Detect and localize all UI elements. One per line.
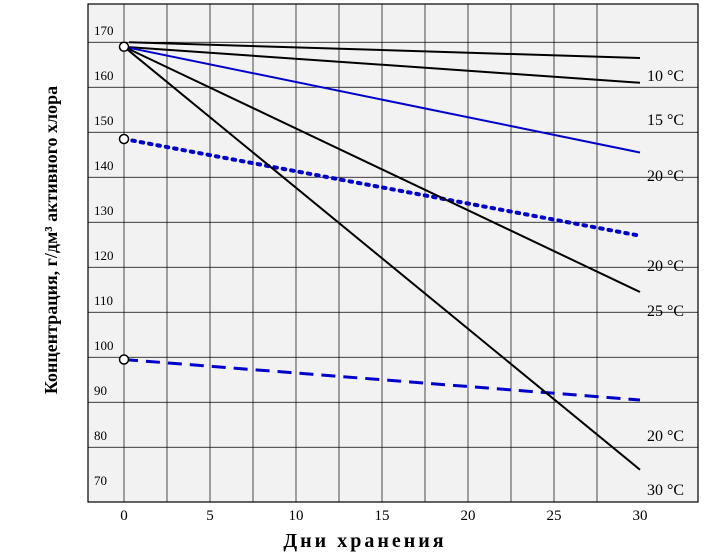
series-line-2 — [123, 45, 641, 84]
series-line-6 — [123, 358, 641, 402]
x-axis-title: Дни хранения — [283, 530, 446, 552]
start-point-marker — [118, 133, 130, 145]
x-tick-label: 5 — [206, 508, 214, 524]
x-tick-label: 20 — [461, 508, 476, 524]
y-tick-label: 130 — [94, 203, 114, 218]
y-tick-label: 120 — [94, 248, 114, 263]
plot-area — [87, 3, 699, 503]
series-line-1 — [129, 41, 641, 59]
series-line-7 — [123, 45, 641, 471]
x-tick-label: 10 — [289, 508, 304, 524]
x-tick-label: 0 — [120, 508, 128, 524]
start-point-marker — [118, 41, 130, 52]
y-tick-label: 100 — [94, 338, 114, 353]
y-tick-label: 160 — [94, 68, 114, 83]
series-label: 20 °C — [647, 168, 684, 185]
start-point-marker — [118, 354, 130, 365]
series-line-5 — [123, 45, 641, 293]
series-label: 20 °C — [647, 428, 684, 445]
series-line-4 — [122, 137, 642, 238]
y-tick-label: 140 — [94, 158, 114, 173]
y-tick-label: 90 — [94, 383, 107, 398]
series-line-3 — [123, 45, 641, 154]
series-label: 25 °C — [647, 303, 684, 320]
series-label: 15 °C — [647, 112, 684, 129]
y-axis-title: Концентрация, г/дм³ активного хлора — [41, 86, 61, 394]
x-tick-label: 30 — [633, 508, 648, 524]
y-tick-label: 70 — [94, 473, 107, 488]
y-tick-label: 150 — [94, 113, 114, 128]
series-label: 10 °C — [647, 68, 684, 85]
series-label: 20 °C — [647, 258, 684, 275]
x-tick-label: 15 — [375, 508, 390, 524]
y-tick-label: 110 — [94, 293, 113, 308]
y-tick-label: 80 — [94, 428, 107, 443]
x-tick-label: 25 — [547, 508, 562, 524]
y-tick-label: 170 — [94, 23, 114, 38]
series-label: 30 °C — [647, 482, 684, 499]
